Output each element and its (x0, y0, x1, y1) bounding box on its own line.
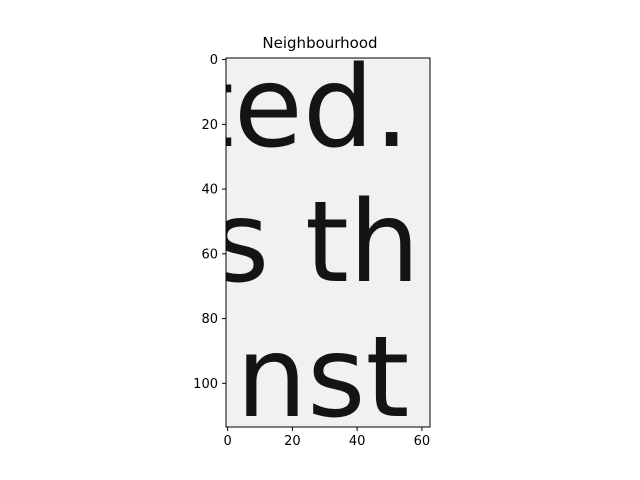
y-tick-label: 80 (201, 312, 218, 327)
y-tick-label: 0 (210, 53, 218, 68)
image-text-line-1: ted. (190, 43, 410, 173)
image-text-line-3: inst (205, 313, 409, 443)
image-text-line-2: s thi (211, 178, 451, 308)
neighbourhood-image: ted. s thi inst (190, 43, 451, 443)
y-tick-label: 60 (201, 247, 218, 262)
axes-frame (225, 57, 431, 428)
y-tick-label: 40 (201, 183, 218, 198)
figure-title: Neighbourhood (262, 34, 378, 52)
x-tick-label: 0 (223, 434, 231, 449)
x-tick-label: 60 (414, 434, 431, 449)
x-tick-label: 40 (349, 434, 366, 449)
y-axis: 0 20 40 60 80 100 (193, 53, 226, 392)
x-axis: 0 20 40 60 (223, 427, 430, 449)
y-tick-label: 20 (201, 118, 218, 133)
y-tick-label: 100 (193, 377, 218, 392)
x-tick-label: 20 (284, 434, 301, 449)
image-background (226, 58, 430, 427)
